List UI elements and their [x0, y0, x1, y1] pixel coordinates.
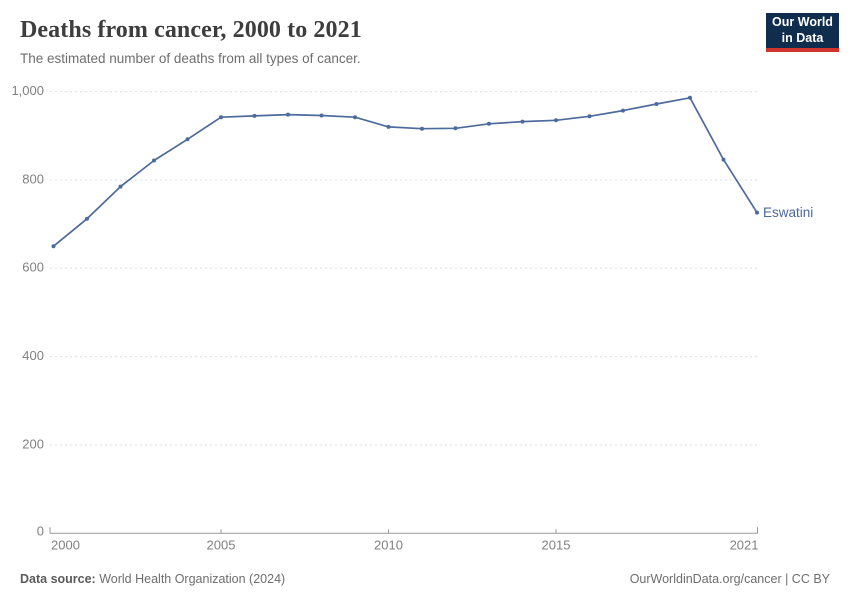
data-point-2000[interactable] [51, 244, 56, 249]
chart-subtitle: The estimated number of deaths from all … [20, 50, 361, 66]
data-source: Data source: World Health Organization (… [20, 572, 285, 586]
y-tick-label-1000: 1,000 [11, 83, 44, 98]
data-point-2004[interactable] [185, 137, 190, 142]
data-point-2012[interactable] [453, 126, 458, 131]
data-point-2002[interactable] [118, 184, 123, 189]
y-tick-label-800: 800 [22, 171, 44, 186]
owid-logo-line1: Our World [772, 14, 833, 29]
chart-footer: Data source: World Health Organization (… [20, 572, 830, 586]
data-point-2010[interactable] [386, 124, 391, 129]
chart-header: Deaths from cancer, 2000 to 2021 The est… [20, 16, 750, 66]
owid-logo-line2: in Data [781, 30, 824, 45]
attribution-link[interactable]: OurWorldinData.org/cancer | CC BY [629, 572, 830, 586]
data-point-2001[interactable] [85, 216, 89, 221]
data-point-2006[interactable] [252, 113, 257, 118]
y-tick-label-600: 600 [22, 260, 44, 275]
data-point-2016[interactable] [587, 114, 592, 119]
y-tick-label-200: 200 [22, 436, 44, 451]
series-line-eswatini[interactable] [52, 96, 758, 248]
y-tick-label-0: 0 [37, 524, 44, 539]
series-end-label[interactable]: Eswatini [763, 205, 813, 220]
data-point-2003[interactable] [152, 158, 156, 163]
data-point-2009[interactable] [353, 115, 357, 120]
y-tick-label-400: 400 [22, 348, 44, 363]
x-tick-label-2000: 2000 [51, 537, 80, 552]
x-tick-label-2010: 2010 [374, 537, 403, 552]
x-tick-label-2005: 2005 [207, 537, 236, 552]
data-point-2020[interactable] [721, 157, 726, 162]
chart-title: Deaths from cancer, 2000 to 2021 [20, 17, 362, 43]
data-point-2014[interactable] [520, 119, 525, 124]
data-source-label: Data source: [20, 572, 96, 586]
x-tick-label-2015: 2015 [542, 537, 571, 552]
x-tick-label-2021: 2021 [730, 537, 759, 552]
data-point-2021[interactable] [755, 210, 759, 215]
data-point-2015[interactable] [554, 118, 558, 123]
data-point-2013[interactable] [487, 121, 491, 126]
owid-logo[interactable]: Our World in Data [766, 13, 839, 52]
data-point-2017[interactable] [621, 108, 625, 113]
data-source-value: World Health Organization (2024) [99, 572, 286, 586]
data-point-2005[interactable] [219, 115, 223, 120]
data-point-2007[interactable] [286, 112, 290, 117]
data-point-2018[interactable] [654, 102, 659, 106]
data-point-2019[interactable] [688, 95, 692, 100]
data-point-2011[interactable] [420, 126, 424, 131]
data-point-2008[interactable] [319, 113, 324, 118]
